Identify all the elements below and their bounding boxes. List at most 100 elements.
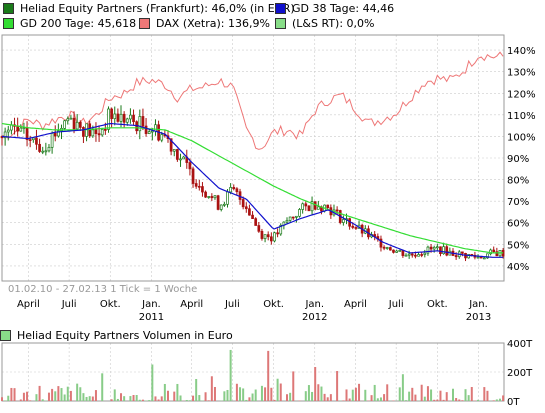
x-tick-label: Juli — [61, 299, 77, 310]
candle-body — [235, 188, 239, 193]
volume-bar — [292, 371, 295, 401]
legend-label: Heliad Equity Partners (Frankfurt): 46,0… — [20, 2, 295, 15]
candle-body — [31, 137, 35, 141]
volume-bar — [29, 400, 32, 401]
ma200-series — [1, 122, 504, 254]
candle-body — [482, 257, 486, 260]
candle-body — [219, 204, 223, 210]
candle-body — [254, 218, 258, 226]
price-plot-frame — [1, 34, 505, 282]
volume-bar — [445, 392, 448, 401]
volume-bar — [120, 393, 123, 401]
candle-body — [439, 246, 442, 255]
volume-bar — [358, 383, 361, 401]
candle-body — [301, 203, 305, 210]
y-tick-label: 90% — [507, 154, 529, 165]
volume-bar — [173, 391, 176, 401]
volume-bar — [370, 395, 373, 401]
candle-body — [188, 162, 192, 170]
y-tick-label: 130% — [507, 68, 536, 79]
candle-body — [269, 236, 273, 242]
candle-body — [204, 191, 207, 198]
candle-body — [16, 125, 20, 132]
candle-body — [94, 129, 98, 134]
candle-body — [401, 250, 405, 256]
volume-bar — [273, 399, 276, 401]
price-series — [0, 105, 505, 262]
candle-body — [382, 246, 386, 249]
volume-bar — [223, 391, 226, 401]
legend-label: (L&S RT): 0,0% — [292, 17, 375, 30]
volume-bar — [464, 389, 467, 401]
candle-body — [50, 132, 54, 148]
legend-item: DAX (Xetra): 136,9% — [139, 17, 270, 30]
volume-bar — [69, 390, 72, 401]
candle-body — [213, 195, 217, 199]
volume-bar — [436, 399, 439, 401]
volume-bar — [379, 397, 382, 401]
x-ticks: April Juli Okt. Jan. 2011 April Juli Okt. Jan. 20… — [17, 299, 491, 323]
legend-swatch — [3, 3, 14, 14]
candle-body — [295, 215, 298, 218]
candle-body — [107, 108, 110, 130]
candle-body — [291, 216, 295, 219]
volume-bar — [239, 387, 242, 401]
legend-swatch — [275, 18, 286, 29]
volume-bar — [401, 374, 404, 401]
volume-bar — [483, 387, 486, 401]
y-tick-label: 110% — [507, 111, 536, 122]
volume-bar — [176, 383, 179, 401]
volume-bar — [245, 399, 248, 401]
volume-bar — [408, 391, 411, 401]
candle-body — [125, 118, 129, 123]
volume-bar — [91, 396, 94, 401]
volume-bar — [307, 385, 310, 401]
candle-body — [304, 203, 308, 207]
volume-bar — [213, 386, 216, 401]
candle-body — [354, 227, 358, 229]
volume-bar — [411, 387, 414, 401]
candle-body — [316, 206, 320, 210]
x-tick-label: Juli — [388, 299, 404, 310]
volume-bar — [148, 400, 151, 401]
candle-body — [420, 254, 424, 256]
y-tick-label: 70% — [507, 197, 529, 208]
volume-bar — [451, 388, 454, 401]
volume-bar — [439, 390, 442, 401]
candle-body — [288, 216, 292, 221]
candle-body — [229, 187, 232, 193]
volume-bar — [329, 394, 332, 401]
volume-bar — [311, 391, 314, 401]
volume-bar — [151, 364, 154, 401]
volume-bar — [210, 376, 213, 401]
candle-body — [489, 249, 492, 255]
candle-body — [379, 238, 383, 248]
volume-bar — [260, 385, 263, 401]
candle-body — [266, 234, 270, 238]
candle-body — [38, 143, 41, 152]
legend-label: GD 200 Tage: 45,618 — [20, 17, 137, 30]
volume-bar — [26, 391, 29, 401]
volume-bar — [192, 395, 195, 401]
candle-body — [257, 225, 261, 232]
candle-body — [66, 118, 70, 122]
candle-body — [476, 256, 480, 259]
y-tick-label: 40% — [507, 262, 529, 273]
volume-bar — [157, 399, 160, 401]
candle-body — [417, 254, 420, 257]
volume-bar — [4, 400, 7, 401]
volume-bar — [426, 386, 429, 401]
volume-bar — [398, 387, 401, 401]
x-tick-label: Okt. — [263, 299, 284, 310]
legend-item: (L&S RT): 0,0% — [275, 17, 374, 30]
volume-bar — [110, 399, 113, 401]
volume-bar — [35, 394, 38, 401]
candle-body — [169, 138, 173, 152]
volume-bar — [267, 350, 270, 401]
candle-body — [244, 206, 248, 210]
candle-body — [423, 252, 427, 255]
candle-body — [6, 129, 10, 133]
volume-bar — [113, 389, 116, 401]
x-tick-label: Okt. — [427, 299, 448, 310]
candle-body — [69, 117, 73, 120]
